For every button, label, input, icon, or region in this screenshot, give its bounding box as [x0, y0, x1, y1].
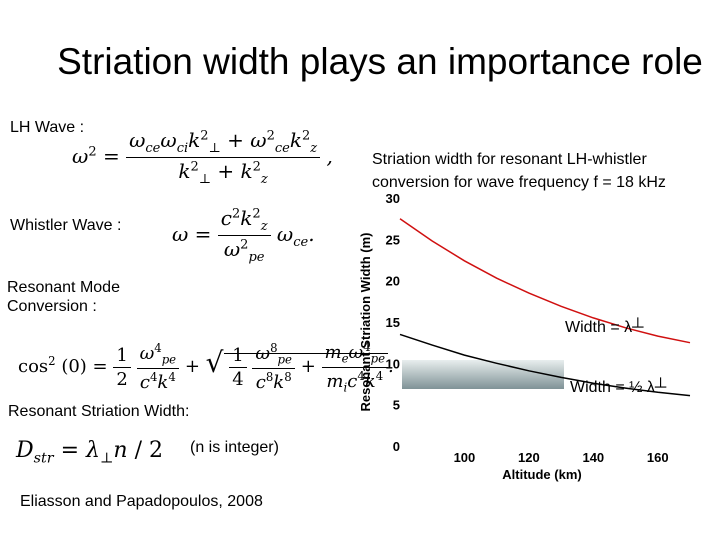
series-label-width-lambda: Width = λ┴	[565, 317, 644, 336]
y-tick-label-4: 20	[386, 274, 400, 289]
shaded-band	[402, 360, 564, 389]
chart-caption-line1: Striation width for resonant LH-whistler	[372, 151, 647, 168]
y-tick-label-0: 0	[393, 439, 400, 454]
striation-width-chart: 0 5 10 15 20 25 30 100 120 140 160 Resonant Striat…	[358, 191, 691, 482]
resonant-mode-label-line2: Conversion :	[7, 298, 97, 315]
x-axis-label: Altitude (km)	[502, 467, 581, 482]
resonant-mode-label-line1: Resonant Mode	[7, 279, 120, 296]
x-tick-label-0: 100	[454, 450, 476, 465]
whistler-wave-equation: ω = c2k2z ω2pe ωce.	[172, 206, 315, 265]
series-line-1	[399, 333, 691, 397]
x-tick-label-2: 140	[582, 450, 604, 465]
series-line-0	[399, 218, 691, 344]
series-label-half-width-lambda: Width = ½ λ┴	[570, 377, 667, 396]
y-tick-label-6: 30	[386, 191, 400, 206]
y-tick-label-3: 15	[386, 315, 400, 330]
y-tick-label-5: 25	[386, 232, 400, 247]
lh-wave-equation: ω2 = ωceωcik2⊥ + ω2cek2z k2⊥ + k2z ,	[72, 128, 333, 187]
resonant-striation-width-label: Resonant Striation Width:	[8, 403, 190, 420]
whistler-wave-label: Whistler Wave :	[10, 217, 122, 234]
page-title: Striation width plays an importance role	[57, 41, 703, 82]
n-is-integer-note: (n is integer)	[190, 439, 279, 456]
chart-caption-line2: conversion for wave frequency f = 18 kHz	[372, 174, 666, 191]
lh-wave-label: LH Wave :	[10, 119, 85, 136]
x-tick-label-1: 120	[518, 450, 540, 465]
y-tick-label-2: 10	[386, 356, 400, 371]
striation-width-equation: Dstr = λ⊥n / 2	[16, 438, 163, 467]
y-tick-label-1: 5	[393, 398, 400, 413]
y-axis-label: Resonant Striation Width (m)	[358, 233, 373, 412]
citation: Eliasson and Papadopoulos, 2008	[20, 493, 263, 510]
x-tick-label-3: 160	[647, 450, 669, 465]
